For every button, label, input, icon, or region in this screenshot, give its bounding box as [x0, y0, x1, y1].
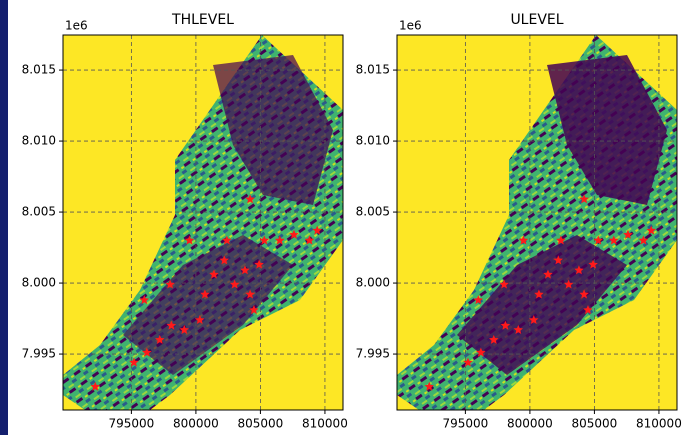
y-tick-label: 8.000 — [356, 276, 390, 290]
x-tick-label: 810000 — [302, 417, 348, 431]
x-tick-label: 795000 — [108, 417, 154, 431]
y-tick-label: 8.000 — [22, 276, 56, 290]
y-tick-label: 8.015 — [356, 63, 390, 77]
x-tick-label: 810000 — [636, 417, 682, 431]
chart-title: THLEVEL — [171, 12, 234, 28]
axis-offset-label: 1e6 — [65, 19, 88, 33]
chart-title: ULEVEL — [510, 12, 563, 28]
y-tick-label: 8.005 — [22, 205, 56, 219]
side-strip — [0, 0, 8, 435]
axis-offset-label: 1e6 — [399, 19, 422, 33]
x-tick-label: 800000 — [507, 417, 553, 431]
y-tick-label: 8.015 — [22, 63, 56, 77]
y-tick-label: 7.995 — [22, 347, 56, 361]
panel: 795000 800000 805000 810000 7.995 8.000 8.005 8… — [356, 12, 682, 431]
y-tick-label: 7.995 — [356, 347, 390, 361]
x-tick-label: 805000 — [572, 417, 618, 431]
y-tick-label: 8.005 — [356, 205, 390, 219]
x-tick-label: 795000 — [442, 417, 488, 431]
page: {"chart_data": [ {"type": "scatter", "ti… — [0, 0, 683, 435]
figure: 795000 800000 805000 810000 7.995 8.000 8.005 8… — [0, 0, 683, 435]
y-tick-label: 8.010 — [22, 134, 56, 148]
panel: 795000 800000 805000 810000 7.995 8.000 8.005 8… — [22, 12, 348, 431]
x-tick-label: 805000 — [238, 417, 284, 431]
y-tick-label: 8.010 — [356, 134, 390, 148]
x-tick-label: 800000 — [173, 417, 219, 431]
